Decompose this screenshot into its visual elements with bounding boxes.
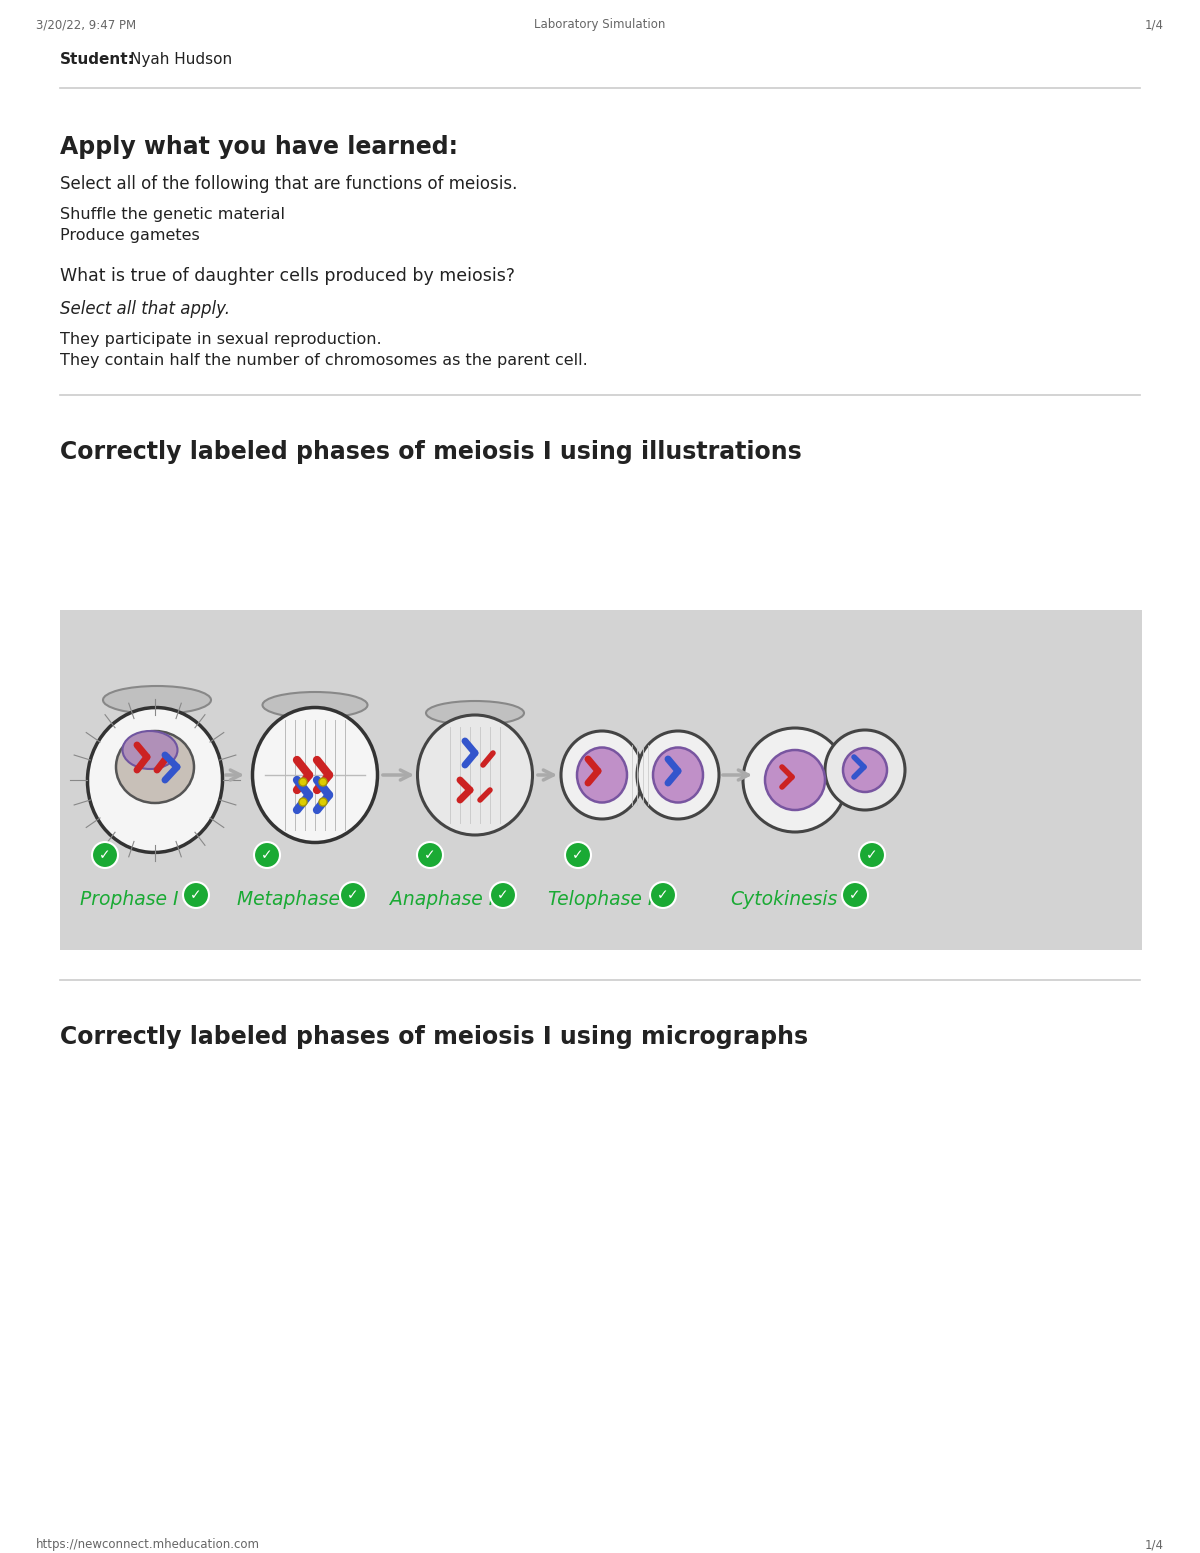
Circle shape [490, 882, 516, 909]
Text: Nyah Hudson: Nyah Hudson [130, 51, 232, 67]
Text: ✓: ✓ [497, 888, 509, 902]
Text: Correctly labeled phases of meiosis I using illustrations: Correctly labeled phases of meiosis I us… [60, 439, 802, 464]
Circle shape [319, 778, 326, 786]
Bar [60, 610, 1142, 950]
Circle shape [340, 882, 366, 909]
Ellipse shape [116, 731, 194, 803]
Text: ✓: ✓ [347, 888, 359, 902]
Circle shape [299, 778, 307, 786]
Circle shape [418, 842, 443, 868]
Circle shape [254, 842, 280, 868]
Ellipse shape [637, 731, 719, 818]
Circle shape [319, 798, 326, 806]
Text: Metaphase I: Metaphase I [238, 890, 352, 909]
Text: ✓: ✓ [424, 848, 436, 862]
Text: What is true of daughter cells produced by meiosis?: What is true of daughter cells produced … [60, 267, 515, 286]
Text: ✓: ✓ [658, 888, 668, 902]
Ellipse shape [562, 731, 643, 818]
Circle shape [565, 842, 592, 868]
Text: Apply what you have learned:: Apply what you have learned: [60, 135, 458, 158]
Text: ✓: ✓ [572, 848, 584, 862]
Ellipse shape [88, 708, 222, 853]
Text: Produce gametes: Produce gametes [60, 228, 199, 242]
Text: Cytokinesis: Cytokinesis [730, 890, 838, 909]
Text: ✓: ✓ [100, 848, 110, 862]
Ellipse shape [263, 693, 367, 717]
Circle shape [842, 882, 868, 909]
Circle shape [859, 842, 886, 868]
Circle shape [182, 882, 209, 909]
Text: They participate in sexual reproduction.: They participate in sexual reproduction. [60, 332, 382, 346]
Text: Shuffle the genetic material: Shuffle the genetic material [60, 207, 286, 222]
Circle shape [766, 750, 826, 811]
Circle shape [299, 798, 307, 806]
Ellipse shape [653, 747, 703, 803]
Text: ✓: ✓ [866, 848, 878, 862]
Text: Anaphase I: Anaphase I [390, 890, 494, 909]
Text: Select all that apply.: Select all that apply. [60, 300, 230, 318]
Circle shape [92, 842, 118, 868]
Circle shape [826, 730, 905, 811]
Ellipse shape [252, 708, 378, 842]
Text: Select all of the following that are functions of meiosis.: Select all of the following that are fun… [60, 175, 517, 193]
Text: ✓: ✓ [850, 888, 860, 902]
Circle shape [650, 882, 676, 909]
Text: Correctly labeled phases of meiosis I using micrographs: Correctly labeled phases of meiosis I us… [60, 1025, 808, 1048]
Text: They contain half the number of chromosomes as the parent cell.: They contain half the number of chromoso… [60, 353, 588, 368]
Text: 1/4: 1/4 [1145, 1537, 1164, 1551]
Text: https://newconnect.mheducation.com: https://newconnect.mheducation.com [36, 1537, 260, 1551]
Text: 3/20/22, 9:47 PM: 3/20/22, 9:47 PM [36, 19, 136, 31]
Text: ✓: ✓ [262, 848, 272, 862]
Ellipse shape [418, 714, 533, 836]
Text: Telophase I: Telophase I [548, 890, 653, 909]
Circle shape [842, 749, 887, 792]
Ellipse shape [577, 747, 628, 803]
Ellipse shape [122, 731, 178, 769]
Text: Laboratory Simulation: Laboratory Simulation [534, 19, 666, 31]
Text: 1/4: 1/4 [1145, 19, 1164, 31]
Text: Student:: Student: [60, 51, 134, 67]
Ellipse shape [426, 700, 524, 725]
Text: ✓: ✓ [190, 888, 202, 902]
Text: Prophase I: Prophase I [80, 890, 179, 909]
Circle shape [743, 728, 847, 832]
Ellipse shape [103, 686, 211, 714]
